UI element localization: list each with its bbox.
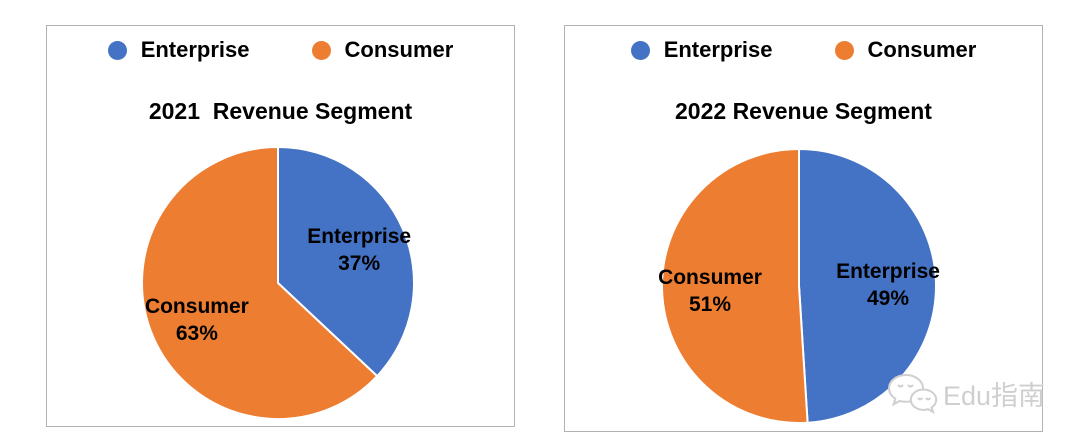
legend-label-enterprise: Enterprise	[663, 37, 773, 62]
pie-slice-consumer	[661, 148, 809, 424]
pie-chart-2022: Enterprise 49% Consumer 51%	[658, 148, 940, 424]
slice-label-consumer: Consumer 63%	[145, 295, 249, 345]
pie-slice-enterprise	[277, 146, 415, 378]
slice-label-enterprise: Enterprise 49%	[836, 260, 940, 310]
pie-slice-enterprise	[798, 148, 937, 424]
chart-legend-2022: Enterprise Consumer	[565, 39, 1042, 61]
legend-label-consumer: Consumer	[867, 37, 977, 62]
pie-chart-2021: Enterprise 37% Consumer 63%	[141, 146, 415, 420]
legend-swatch-enterprise-icon	[630, 40, 650, 60]
legend-swatch-consumer-icon	[834, 40, 854, 60]
chart-panel-2022: Enterprise Consumer 2022 Revenue Segment…	[564, 25, 1043, 432]
wechat-icon	[887, 373, 938, 414]
legend-label-consumer: Consumer	[344, 37, 454, 62]
slice-label-enterprise: Enterprise 37%	[307, 225, 411, 275]
slice-label-consumer: Consumer 51%	[658, 266, 762, 316]
chart-panel-2021: Enterprise Consumer 2021 Revenue Segment…	[46, 25, 515, 427]
legend-swatch-enterprise-icon	[107, 40, 127, 60]
pie-slice-consumer	[141, 146, 379, 420]
chart-title-2022: 2022 Revenue Segment	[675, 98, 932, 124]
chart-title-2021: 2021 Revenue Segment	[148, 98, 413, 124]
chart-legend-2021: Enterprise Consumer	[47, 39, 514, 61]
legend-label-enterprise: Enterprise	[140, 37, 250, 62]
watermark-text: Edu指南	[943, 380, 1046, 411]
legend-item-consumer: Consumer	[834, 37, 977, 62]
legend-swatch-consumer-icon	[311, 40, 331, 60]
legend-item-enterprise: Enterprise	[107, 37, 250, 62]
legend-item-enterprise: Enterprise	[630, 37, 773, 62]
watermark: Edu指南	[886, 372, 1045, 414]
legend-item-consumer: Consumer	[311, 37, 454, 62]
